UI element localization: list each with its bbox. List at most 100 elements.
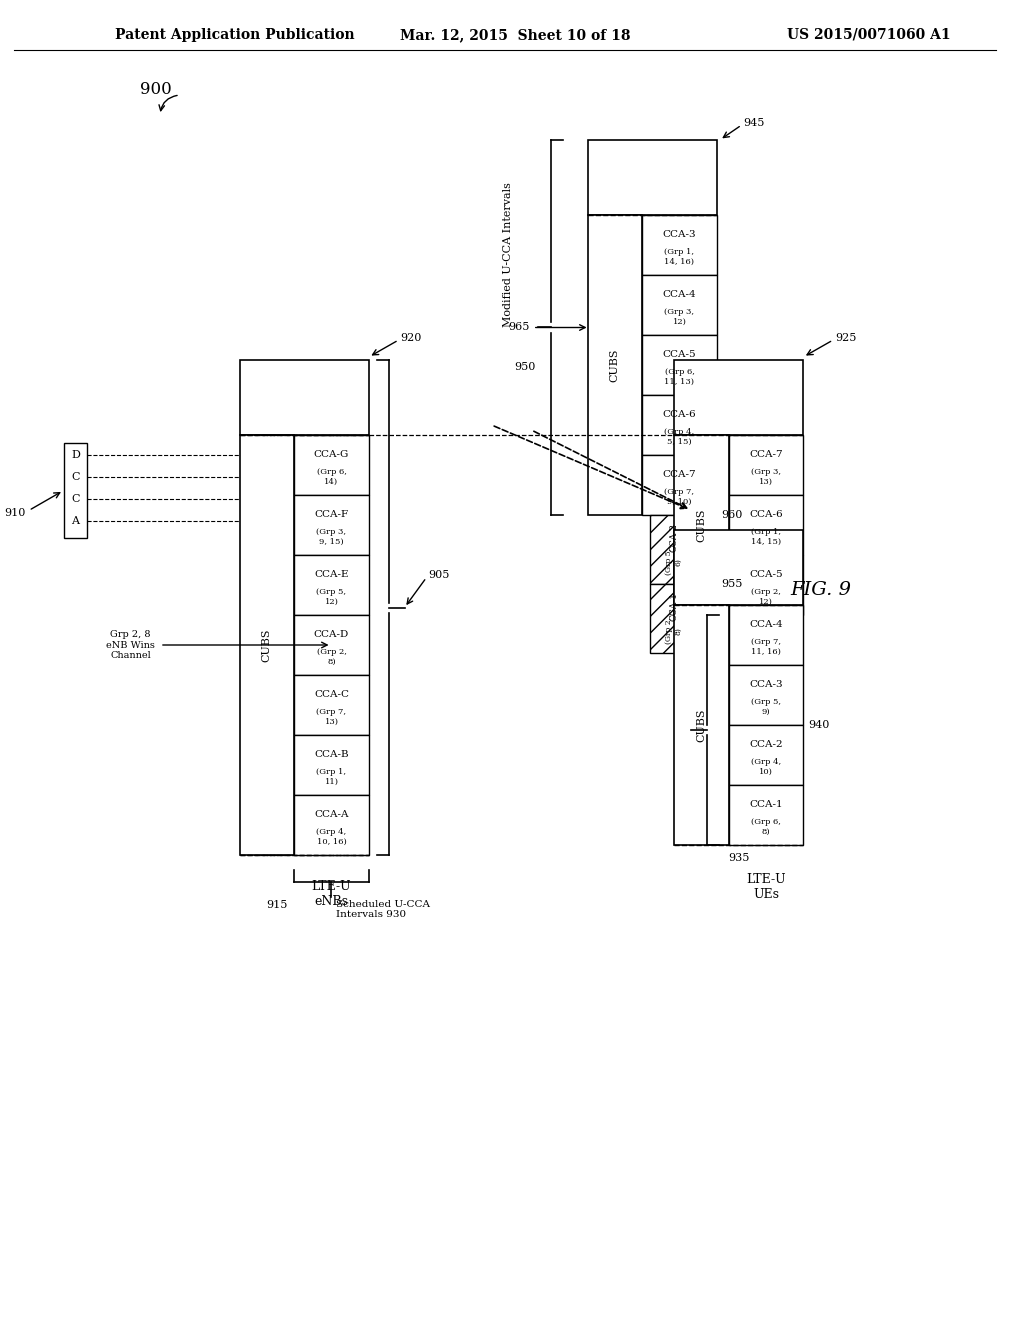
- Bar: [294, 735, 369, 795]
- Text: (Grp 6,
14): (Grp 6, 14): [316, 469, 346, 486]
- Text: CCA-4: CCA-4: [750, 619, 782, 628]
- Text: (Grp 4,
10, 16): (Grp 4, 10, 16): [316, 829, 346, 846]
- Text: 925: 925: [836, 333, 856, 343]
- Text: CCA-4: CCA-4: [663, 289, 696, 298]
- Text: (Grp 3,
12): (Grp 3, 12): [665, 309, 694, 326]
- Text: CCA-6: CCA-6: [750, 510, 782, 519]
- Bar: [729, 554, 803, 615]
- Text: Scheduled U-CCA
Intervals 930: Scheduled U-CCA Intervals 930: [337, 900, 430, 920]
- Bar: [294, 436, 369, 495]
- Text: CCA-5: CCA-5: [663, 350, 696, 359]
- Text: Patent Application Publication: Patent Application Publication: [116, 28, 355, 42]
- Text: (Grp 2,
12): (Grp 2, 12): [751, 589, 781, 606]
- Text: C: C: [72, 473, 80, 482]
- Text: (Grp 7,
9, 10): (Grp 7, 9, 10): [665, 488, 694, 506]
- Text: (Grp 2,
8): (Grp 2, 8): [666, 618, 682, 644]
- Text: CCA-E: CCA-E: [314, 570, 349, 578]
- Bar: [294, 795, 369, 855]
- Text: (Grp 7,
11, 16): (Grp 7, 11, 16): [751, 639, 781, 656]
- Bar: [674, 605, 729, 845]
- Bar: [729, 495, 803, 554]
- Text: CCA-D: CCA-D: [314, 630, 349, 639]
- Text: CCA-6: CCA-6: [663, 409, 696, 418]
- Bar: [649, 583, 698, 653]
- Text: CCA-B: CCA-B: [314, 750, 349, 759]
- Bar: [588, 140, 717, 215]
- Text: 935: 935: [729, 853, 750, 863]
- Bar: [642, 335, 717, 395]
- Text: 965: 965: [509, 322, 529, 333]
- Text: Grp 2, 8
eNB Wins
Channel: Grp 2, 8 eNB Wins Channel: [106, 630, 155, 660]
- Text: (Grp 4,
10): (Grp 4, 10): [751, 759, 781, 776]
- Bar: [642, 275, 717, 335]
- Bar: [674, 436, 729, 615]
- Text: (Grp 2,
8): (Grp 2, 8): [316, 648, 346, 665]
- Bar: [642, 215, 717, 275]
- Bar: [642, 455, 717, 515]
- Text: (Grp 4,
5, 15): (Grp 4, 5, 15): [665, 429, 694, 446]
- Text: CUBS: CUBS: [696, 709, 707, 742]
- Text: C: C: [72, 494, 80, 504]
- Text: Modified U-CCA Intervals: Modified U-CCA Intervals: [503, 182, 513, 327]
- Bar: [294, 554, 369, 615]
- Bar: [729, 605, 803, 665]
- Bar: [642, 395, 717, 455]
- Text: (Grp 3,
13): (Grp 3, 13): [751, 469, 781, 486]
- Text: CUBS: CUBS: [610, 348, 620, 381]
- Text: 960: 960: [722, 510, 743, 520]
- Bar: [729, 725, 803, 785]
- Text: CCA-7: CCA-7: [750, 450, 782, 458]
- Text: CUBS: CUBS: [696, 508, 707, 541]
- Text: (Grp 1,
14, 16): (Grp 1, 14, 16): [665, 248, 694, 265]
- Text: 915: 915: [266, 900, 288, 909]
- Bar: [240, 436, 294, 855]
- Text: Mar. 12, 2015  Sheet 10 of 18: Mar. 12, 2015 Sheet 10 of 18: [399, 28, 630, 42]
- Bar: [294, 615, 369, 675]
- Text: LTE-U
eNBs: LTE-U eNBs: [311, 880, 351, 908]
- Text: (Grp 5,
9): (Grp 5, 9): [751, 698, 781, 715]
- Bar: [63, 444, 87, 539]
- Bar: [729, 665, 803, 725]
- Text: CCA-G: CCA-G: [313, 450, 349, 458]
- Text: CCA-A: CCA-A: [314, 809, 349, 818]
- Bar: [729, 436, 803, 495]
- Text: (Grp 5,
12): (Grp 5, 12): [316, 589, 346, 606]
- Text: CCA-1: CCA-1: [670, 591, 678, 620]
- Bar: [294, 675, 369, 735]
- Text: CCA-7: CCA-7: [663, 470, 696, 479]
- Bar: [729, 785, 803, 845]
- Text: 940: 940: [808, 719, 829, 730]
- Text: 900: 900: [140, 82, 172, 99]
- Text: CCA-1: CCA-1: [750, 800, 782, 809]
- Bar: [674, 531, 803, 605]
- Text: (Grp 6,
8): (Grp 6, 8): [751, 818, 781, 836]
- Text: 920: 920: [400, 333, 422, 343]
- Text: 905: 905: [428, 570, 450, 581]
- Text: 910: 910: [4, 507, 26, 517]
- Text: (Grp 1,
14, 15): (Grp 1, 14, 15): [751, 528, 781, 545]
- Bar: [240, 360, 369, 436]
- Text: D: D: [71, 450, 80, 459]
- Text: CUBS: CUBS: [262, 628, 271, 661]
- Text: (Grp 1,
11): (Grp 1, 11): [316, 768, 346, 785]
- Text: CCA-F: CCA-F: [314, 510, 348, 519]
- Bar: [649, 515, 698, 583]
- Text: (Grp 7,
13): (Grp 7, 13): [316, 709, 346, 726]
- Text: (Grp 5,
6): (Grp 5, 6): [666, 548, 682, 576]
- Text: US 2015/0071060 A1: US 2015/0071060 A1: [786, 28, 950, 42]
- Text: (Grp 3,
9, 15): (Grp 3, 9, 15): [316, 528, 346, 545]
- Text: 945: 945: [743, 117, 765, 128]
- Text: CCA-2: CCA-2: [750, 739, 782, 748]
- Text: (Grp 6,
11, 13): (Grp 6, 11, 13): [665, 368, 694, 385]
- Text: FIG. 9: FIG. 9: [791, 581, 852, 599]
- Text: CCA-5: CCA-5: [750, 570, 782, 578]
- Bar: [588, 215, 642, 515]
- Text: A: A: [72, 516, 80, 525]
- Text: CCA-3: CCA-3: [663, 230, 696, 239]
- Bar: [674, 360, 803, 436]
- Text: CCA-2: CCA-2: [670, 523, 678, 552]
- Bar: [294, 495, 369, 554]
- Text: CCA-3: CCA-3: [750, 680, 782, 689]
- Text: 955: 955: [722, 579, 743, 589]
- Text: CCA-C: CCA-C: [314, 689, 349, 698]
